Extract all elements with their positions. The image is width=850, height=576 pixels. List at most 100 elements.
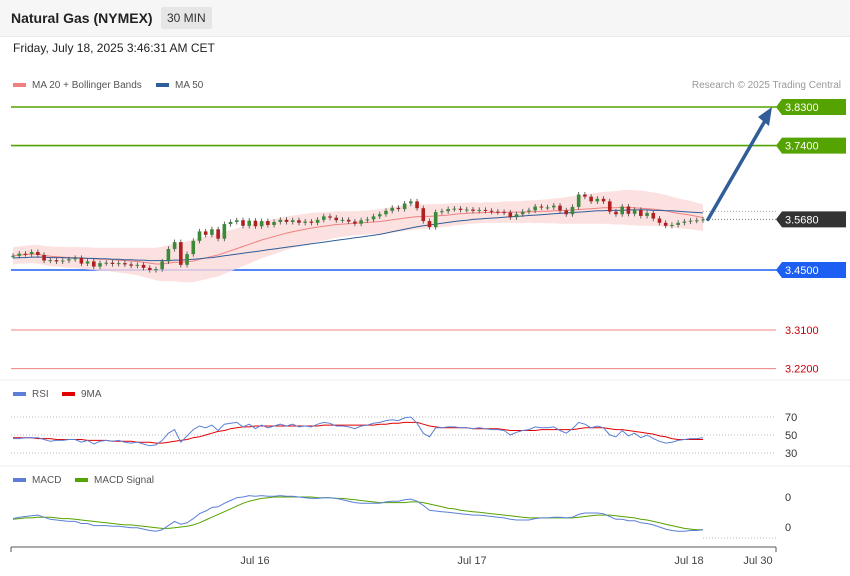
candle [371, 213, 376, 222]
candle [409, 198, 413, 207]
ma50-line [12, 209, 704, 262]
candle-body [520, 211, 525, 215]
candle-body [284, 219, 289, 222]
timeframe-button[interactable]: 30 MIN [161, 7, 212, 29]
candle [54, 257, 59, 264]
candle [353, 218, 357, 227]
candle-body [110, 262, 115, 264]
candle-body [228, 221, 233, 225]
candle-body [527, 210, 531, 212]
candle-body [104, 262, 109, 264]
ma20-line [12, 206, 704, 265]
x-tick-label: Jul 16 [240, 555, 269, 567]
candle [272, 219, 276, 228]
candle-body [278, 219, 283, 222]
candle-body [210, 229, 214, 235]
candle [564, 207, 569, 217]
candle [278, 217, 283, 225]
candle-body [533, 206, 537, 211]
candle [583, 191, 587, 200]
candle [154, 266, 158, 273]
candle-body [657, 218, 662, 223]
candle [651, 210, 656, 222]
candle-body [340, 219, 345, 221]
candle-body [48, 260, 53, 262]
rsi-ma-swatch [62, 392, 75, 397]
candle [228, 219, 233, 227]
candle-body [396, 207, 401, 210]
candle [141, 262, 146, 271]
rsi-level-label: 50 [785, 430, 797, 442]
candle [85, 258, 90, 267]
candle [322, 213, 326, 223]
macd-line [12, 495, 704, 532]
candle [464, 206, 469, 213]
candle [98, 260, 102, 270]
level-label: 3.7400 [785, 141, 819, 153]
candle [359, 217, 363, 227]
candle-body [141, 264, 146, 268]
candle [433, 209, 438, 230]
candle [129, 261, 133, 269]
candle-body [483, 209, 488, 211]
candle [160, 258, 164, 272]
candle-body [123, 263, 127, 265]
x-tick-label: Jul 30 [743, 555, 772, 567]
candle [682, 218, 687, 226]
candle-body [545, 207, 550, 209]
instrument-title: Natural Gas (NYMEX) [11, 10, 153, 26]
level-tag-support [776, 262, 846, 278]
candle-body [626, 206, 631, 214]
candle-body [390, 207, 394, 211]
candle-body [620, 206, 624, 215]
candle [166, 246, 171, 264]
macd-signal-line [12, 496, 703, 531]
candle-body [415, 201, 419, 209]
candle-body [315, 219, 320, 223]
candle [290, 217, 295, 225]
candle [701, 216, 705, 223]
candle-body [558, 205, 562, 211]
candle [626, 203, 631, 217]
candle-body [464, 209, 469, 211]
candle [179, 239, 183, 268]
candle-body [402, 203, 407, 210]
candle-body [328, 216, 332, 218]
candle-body [73, 257, 77, 260]
candle-body [489, 210, 494, 212]
level-label: 3.4500 [785, 265, 819, 277]
candle-body [552, 205, 556, 208]
candle [334, 215, 339, 223]
candle [135, 262, 140, 269]
candle [614, 209, 618, 217]
level-label: 3.3100 [785, 325, 819, 337]
legend-ma50: MA 50 [156, 80, 203, 91]
candle [247, 218, 252, 229]
candle [477, 207, 482, 214]
candle-body [421, 208, 426, 222]
candle-body [166, 248, 171, 262]
candle-body [23, 253, 28, 255]
candle [346, 217, 351, 225]
candle-body [54, 260, 59, 262]
candle-body [160, 261, 164, 270]
candle [185, 251, 189, 268]
x-tick-label: Jul 18 [674, 555, 703, 567]
level-label: 3.2200 [785, 364, 819, 376]
candle [502, 209, 506, 216]
candle-body [663, 222, 668, 226]
candle-body [42, 254, 46, 261]
candle-body [471, 209, 475, 211]
candle-body [409, 201, 413, 204]
candle-body [564, 210, 569, 215]
candle [123, 260, 127, 267]
candle-body [365, 219, 370, 221]
candle-body [129, 264, 133, 266]
candles [11, 191, 705, 273]
forecast-arrow [706, 117, 768, 222]
candle [259, 218, 264, 229]
candle-body [98, 263, 102, 267]
candle [60, 257, 65, 264]
candle-body [17, 253, 22, 256]
